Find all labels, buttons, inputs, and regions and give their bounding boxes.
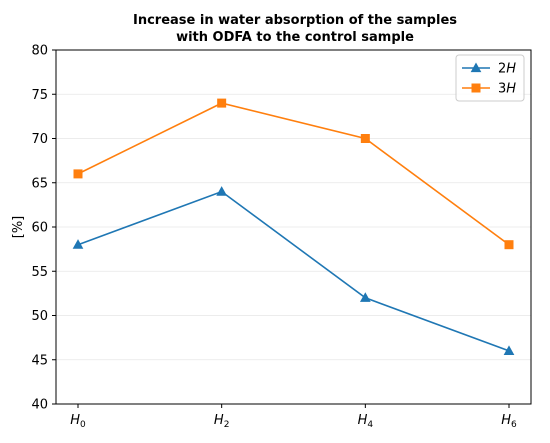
series-line-3H <box>77 102 510 246</box>
x-tick-label-H6: H6 <box>501 413 517 430</box>
y-tick-label-55: 55 <box>31 265 48 280</box>
series-line-2H <box>77 190 510 352</box>
point-2H-H6 <box>503 345 515 355</box>
series-2H <box>72 186 515 355</box>
y-axis-label: [%] <box>11 216 26 239</box>
y-tick-label-50: 50 <box>31 309 48 324</box>
point-3H-H0 <box>73 169 83 179</box>
legend-marker-2H <box>470 62 482 73</box>
chart-title-line-1: Increase in water absorption of the samp… <box>133 13 457 28</box>
point-2H-H0 <box>72 239 84 249</box>
series-3H <box>73 98 514 250</box>
point-2H-H4 <box>359 292 371 302</box>
y-tick-label-80: 80 <box>31 44 48 59</box>
axes-layer: 40 45 50 55 60 65 70 75 80 H0 H2 H4 H6 <box>31 44 532 430</box>
point-3H-H2 <box>217 98 227 108</box>
y-tick-label-60: 60 <box>31 221 48 236</box>
x-tick-label-H4: H4 <box>358 413 374 430</box>
y-tick-label-40: 40 <box>31 398 48 413</box>
x-tick-label-H0: H0 <box>70 413 86 430</box>
series-layer <box>72 98 515 355</box>
point-3H-H4 <box>360 134 370 143</box>
x-tick-label-H2: H2 <box>214 413 230 430</box>
y-tick-label-70: 70 <box>31 132 48 147</box>
point-3H-H6 <box>504 240 514 250</box>
point-2H-H2 <box>216 186 228 196</box>
legend-label-2H: 2H <box>498 62 516 77</box>
y-tick-label-45: 45 <box>31 353 48 368</box>
legend-label-3H: 3H <box>498 82 516 97</box>
chart-title-line-2: with ODFA to the control sample <box>176 30 414 45</box>
y-tick-label-75: 75 <box>31 88 48 103</box>
y-tick-label-65: 65 <box>31 176 48 191</box>
legend-marker-3H <box>471 83 481 93</box>
